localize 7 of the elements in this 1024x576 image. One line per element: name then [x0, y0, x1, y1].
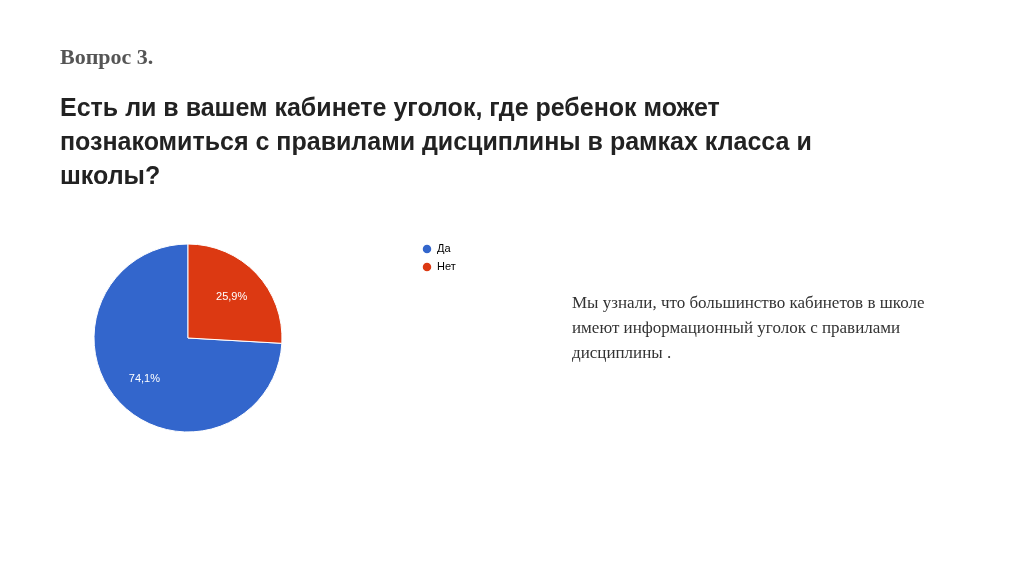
legend-label: Нет	[437, 260, 456, 272]
legend-label: Да	[437, 242, 452, 254]
chart-title: Вопрос 3.	[60, 44, 154, 70]
text: Мы узнали, что большинство кабинетов в школе имеют информационный уголок с правилами дисциплины .	[572, 292, 926, 364]
chart-subtitle: Есть ли в вашем кабинете уголок, где ребенок может познакомиться с правилами дисциплины в рамках класса и школы?	[60, 92, 813, 191]
data-label: 25,9%	[216, 289, 248, 302]
data-label: 74,1%	[128, 372, 161, 385]
